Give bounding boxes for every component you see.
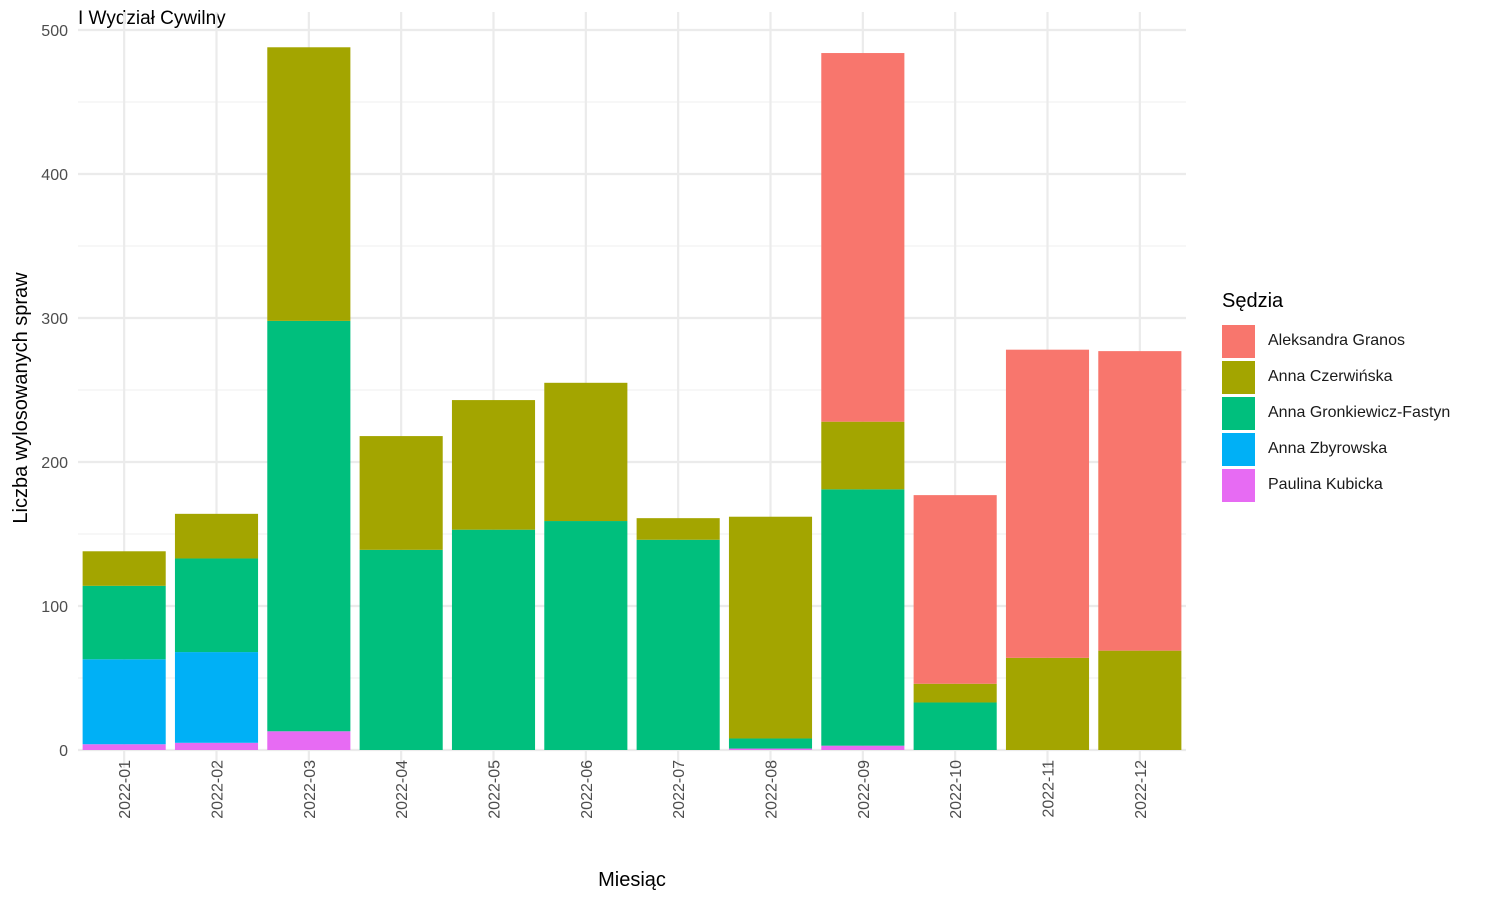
bar-segment (636, 518, 720, 540)
bars (82, 47, 1182, 750)
bar-segment (174, 558, 259, 653)
legend-item: Paulina Kubicka (1222, 467, 1450, 503)
legend-swatch (1222, 324, 1255, 358)
bar-segment (1098, 650, 1182, 750)
legend-swatch (1222, 468, 1255, 502)
legend-label: Paulina Kubicka (1268, 476, 1383, 493)
y-axis-label: Liczba wylosowanych spraw (10, 272, 32, 524)
bar-segment (1098, 351, 1182, 651)
bar-segment (636, 539, 720, 750)
bar-segment (82, 585, 166, 660)
bar-segment (821, 421, 905, 490)
y-tick-label: 400 (41, 167, 68, 184)
x-tick-label: 2022-12 (1133, 760, 1150, 819)
bar-segment (359, 436, 443, 550)
bar-segment (728, 738, 813, 749)
bar-segment (174, 513, 259, 559)
bar-segment (174, 742, 259, 750)
x-tick-label: 2022-11 (1041, 760, 1058, 818)
bar-segment (174, 652, 259, 743)
bar-segment (82, 551, 166, 586)
legend-swatch (1222, 432, 1255, 466)
x-tick-label: 2022-02 (210, 760, 227, 819)
bar-segment (82, 659, 166, 745)
y-tick-label: 0 (59, 743, 68, 760)
legend-item: Aleksandra Granos (1222, 323, 1450, 359)
bar-segment (821, 489, 905, 746)
x-tick-label: 2022-03 (302, 760, 319, 819)
bar-segment (267, 731, 351, 750)
legend-title: Sędzia (1222, 290, 1284, 312)
legend-items: Aleksandra Granos Anna Czerwińska Anna Gro… (1222, 323, 1450, 503)
x-tick-label: 2022-05 (487, 760, 504, 819)
x-tick-label: 2022-10 (948, 760, 965, 819)
x-tick-label: 2022-09 (856, 760, 873, 819)
bar-segment (267, 47, 351, 321)
x-axis-label: Miesiąc (598, 869, 666, 891)
legend-item: Anna Gronkiewicz-Fastyn (1222, 395, 1450, 431)
bar-segment (728, 516, 813, 739)
bar-segment (544, 521, 628, 750)
x-tick-label: 2022-01 (117, 760, 134, 819)
legend-label: Anna Gronkiewicz-Fastyn (1268, 404, 1451, 421)
bar-segment (82, 744, 166, 750)
bar-segment (913, 702, 997, 750)
bar-segment (267, 320, 351, 732)
bar-segment (913, 683, 997, 703)
bar-segment (821, 53, 905, 422)
legend-label: Anna Zbyrowska (1268, 440, 1388, 457)
x-tick-label: 2022-04 (394, 760, 411, 819)
legend-label: Anna Czerwińska (1268, 368, 1393, 385)
x-tick-label: 2022-07 (671, 760, 688, 819)
x-tick-label: 2022-08 (764, 760, 781, 819)
legend-swatch (1222, 396, 1255, 430)
legend-label: Aleksandra Granos (1268, 332, 1405, 349)
y-tick-label: 300 (41, 311, 68, 328)
bar-segment (451, 529, 536, 750)
bar-segment (1005, 657, 1090, 750)
bar-segment (544, 382, 628, 522)
legend: Sędzia Aleksandra Granos Anna Czerwińska A… (1222, 290, 1450, 503)
bar-segment (728, 748, 813, 750)
bar-segment (821, 745, 905, 750)
legend-item: Anna Czerwińska (1222, 359, 1450, 395)
bar-segment (359, 549, 443, 750)
x-tick-label: 2022-06 (579, 760, 596, 819)
x-axis-ticks: 2022-01 2022-02 2022-03 2022-04 2022-05 2022-… (117, 760, 1150, 819)
legend-item: Anna Zbyrowska (1222, 431, 1450, 467)
bar-segment (451, 400, 536, 530)
y-axis-ticks: 0 100 200 300 400 500 (41, 23, 68, 760)
bar-segment (913, 495, 997, 684)
y-tick-label: 200 (41, 455, 68, 472)
chart-title: I Wydział Cywilny (78, 8, 226, 29)
bar-segment (1005, 349, 1090, 658)
y-tick-label: 100 (41, 599, 68, 616)
y-tick-label: 500 (41, 23, 68, 40)
legend-swatch (1222, 360, 1255, 394)
